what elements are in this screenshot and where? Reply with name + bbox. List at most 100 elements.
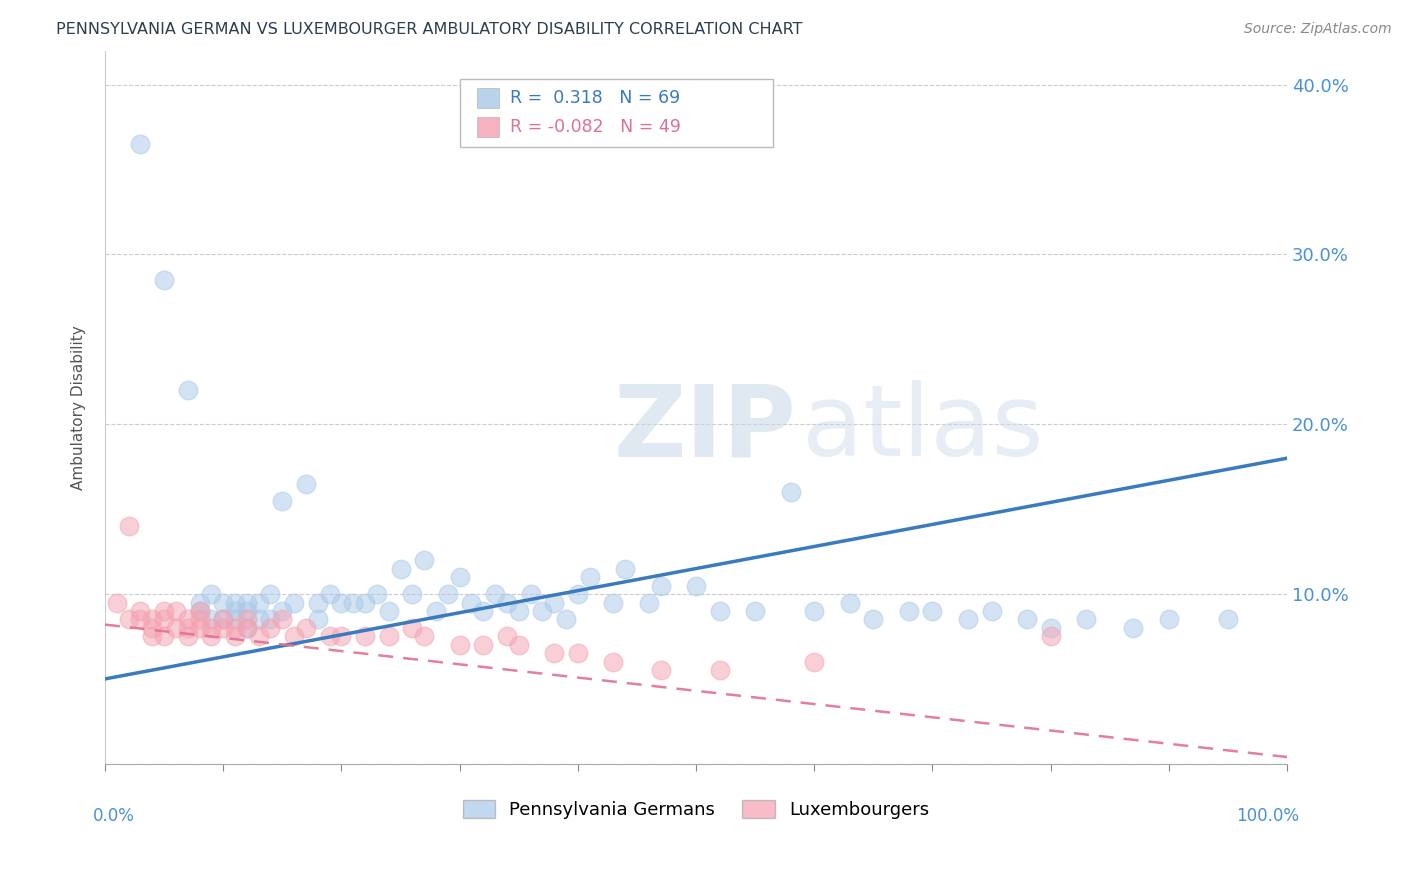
Point [212,595,235,609]
Text: 0.0%: 0.0% [93,806,135,824]
Point [212,613,235,627]
Point [897,604,920,618]
Point [1074,613,1097,627]
Point [259,621,281,635]
Point [200,621,222,635]
Point [200,587,222,601]
Point [354,630,377,644]
Point [224,604,246,618]
Point [165,604,187,618]
Text: Source: ZipAtlas.com: Source: ZipAtlas.com [1244,22,1392,37]
Point [295,476,318,491]
Point [472,638,495,652]
Point [449,638,471,652]
Point [531,604,554,618]
Point [129,137,152,152]
Point [366,587,388,601]
Point [637,595,659,609]
Point [650,664,672,678]
Point [508,638,530,652]
Point [472,604,495,618]
Point [567,587,589,601]
Point [188,604,211,618]
Point [212,613,235,627]
Y-axis label: Ambulatory Disability: Ambulatory Disability [72,325,86,490]
Point [177,621,200,635]
Point [259,587,281,601]
Point [224,613,246,627]
Point [318,630,340,644]
Point [153,613,176,627]
Point [484,587,506,601]
Point [236,613,259,627]
Point [496,630,519,644]
Point [188,613,211,627]
Point [129,613,152,627]
Point [1039,621,1062,635]
Point [153,273,176,287]
Point [283,630,305,644]
Point [602,655,624,669]
Point [555,613,578,627]
Point [259,613,281,627]
Point [188,604,211,618]
Text: 100.0%: 100.0% [1236,806,1299,824]
Point [224,595,246,609]
Text: PENNSYLVANIA GERMAN VS LUXEMBOURGER AMBULATORY DISABILITY CORRELATION CHART: PENNSYLVANIA GERMAN VS LUXEMBOURGER AMBU… [56,22,803,37]
Point [141,630,163,644]
Point [224,621,246,635]
Point [271,493,294,508]
Point [543,647,565,661]
Point [188,595,211,609]
Point [567,647,589,661]
FancyBboxPatch shape [460,79,773,147]
Point [236,621,259,635]
Point [519,587,541,601]
Point [330,630,353,644]
Point [838,595,860,609]
Point [614,561,637,575]
Point [779,485,801,500]
Point [177,384,200,398]
Point [413,630,436,644]
FancyBboxPatch shape [478,88,499,109]
Point [709,664,731,678]
Point [709,604,731,618]
Text: atlas: atlas [803,380,1045,477]
Point [921,604,943,618]
Point [247,613,270,627]
Point [318,587,340,601]
Point [141,613,163,627]
Point [141,621,163,635]
Text: R = -0.082   N = 49: R = -0.082 N = 49 [510,118,682,136]
Point [307,595,329,609]
Point [1122,621,1144,635]
Point [247,595,270,609]
Point [129,604,152,618]
Point [212,621,235,635]
Point [508,604,530,618]
Point [117,519,139,533]
Point [271,604,294,618]
Point [1039,630,1062,644]
Point [354,595,377,609]
Point [200,613,222,627]
Point [436,587,458,601]
Point [295,621,318,635]
Point [685,578,707,592]
Point [342,595,364,609]
Point [105,595,128,609]
Point [271,613,294,627]
Point [177,613,200,627]
Point [1157,613,1180,627]
FancyBboxPatch shape [478,117,499,137]
Point [117,613,139,627]
Point [247,630,270,644]
Point [744,604,766,618]
Point [236,595,259,609]
Point [188,621,211,635]
Point [496,595,519,609]
Point [200,630,222,644]
Point [389,561,412,575]
Point [413,553,436,567]
